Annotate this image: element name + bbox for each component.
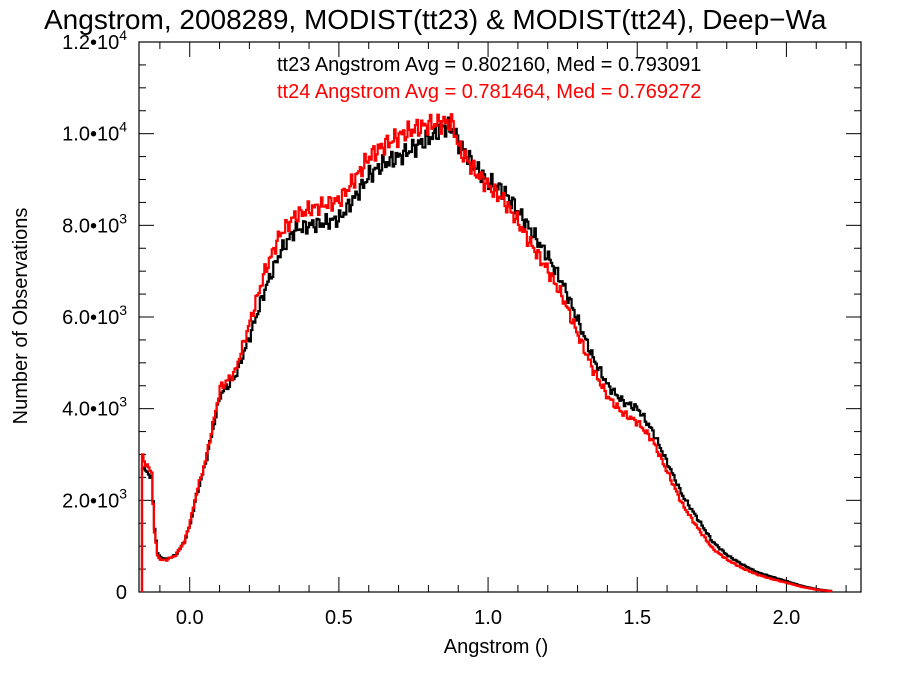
histogram-series-0 bbox=[140, 116, 833, 592]
x-tick-label: 2.0 bbox=[773, 607, 801, 629]
y-tick-label: 1.0•104 bbox=[62, 119, 127, 146]
histogram-series-1 bbox=[140, 113, 833, 593]
legend-entry: tt23 Angstrom Avg = 0.802160, Med = 0.79… bbox=[277, 54, 701, 76]
x-tick-label: 0.0 bbox=[176, 607, 204, 629]
chart-title: Angstrom, 2008289, MODIST(tt23) & MODIST… bbox=[44, 4, 827, 35]
x-axis-label: Angstrom () bbox=[444, 636, 548, 658]
y-tick-label: 8.0•103 bbox=[62, 210, 127, 237]
y-tick-label: 4.0•103 bbox=[62, 394, 127, 421]
y-tick-label: 2.0•103 bbox=[62, 485, 127, 512]
y-tick-label: 6.0•103 bbox=[62, 302, 127, 329]
series-layer bbox=[140, 113, 833, 593]
plot-frame bbox=[138, 41, 862, 593]
y-axis-label: Number of Observations bbox=[10, 208, 32, 425]
legend-entry: tt24 Angstrom Avg = 0.781464, Med = 0.76… bbox=[277, 81, 701, 103]
legend: tt23 Angstrom Avg = 0.802160, Med = 0.79… bbox=[277, 54, 701, 103]
y-axis-ticks: 0 2.0•103 4.0•103 6.0•103 8.0•103 1.0•104 1.2•… bbox=[62, 27, 861, 604]
y-tick-label: 0 bbox=[116, 582, 127, 604]
x-tick-label: 0.5 bbox=[325, 607, 353, 629]
x-tick-label: 1.0 bbox=[474, 607, 502, 629]
y-tick-label: 1.2•104 bbox=[62, 27, 127, 54]
x-tick-label: 1.5 bbox=[623, 607, 651, 629]
x-axis-ticks: 0.0 0.5 1.0 1.5 2.0 bbox=[159, 42, 847, 629]
